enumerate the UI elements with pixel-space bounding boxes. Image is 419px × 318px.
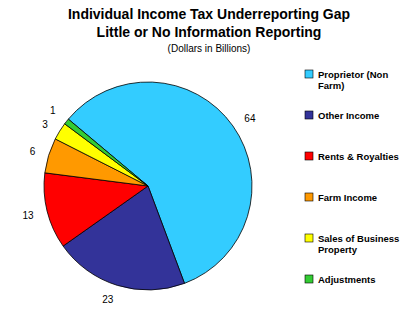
legend-label: Proprietor (NonFarm) [318, 69, 388, 91]
data-label: 6 [30, 146, 36, 157]
data-label: 64 [244, 113, 256, 124]
chart: Individual Income Tax Underreporting Gap… [0, 0, 419, 318]
slice [55, 124, 148, 186]
annotation: (Dollars in Billions) [168, 43, 251, 54]
subtitle: Little or No Information Reporting [97, 24, 322, 40]
title: Individual Income Tax Underreporting Gap [68, 6, 350, 22]
pie [44, 82, 252, 290]
legend-swatch [305, 111, 313, 119]
legend-label: Rents & Royalties [318, 151, 399, 162]
data-label: 23 [102, 294, 114, 305]
legend-label: Other Income [318, 110, 379, 121]
legend: Proprietor (NonFarm) Other Income Rents & … [305, 69, 399, 285]
legend-swatch [305, 152, 313, 160]
data-label: 13 [22, 210, 34, 221]
legend-swatch [305, 275, 313, 283]
legend-label: Adjustments [318, 274, 376, 285]
data-label: 1 [50, 105, 56, 116]
legend-swatch [305, 234, 313, 242]
data-label: 3 [42, 119, 48, 130]
legend-swatch [305, 70, 313, 78]
legend-swatch [305, 193, 313, 201]
legend-label: Sales of BusinessProperty [318, 233, 399, 255]
legend-label: Farm Income [318, 192, 377, 203]
slice [65, 119, 148, 186]
